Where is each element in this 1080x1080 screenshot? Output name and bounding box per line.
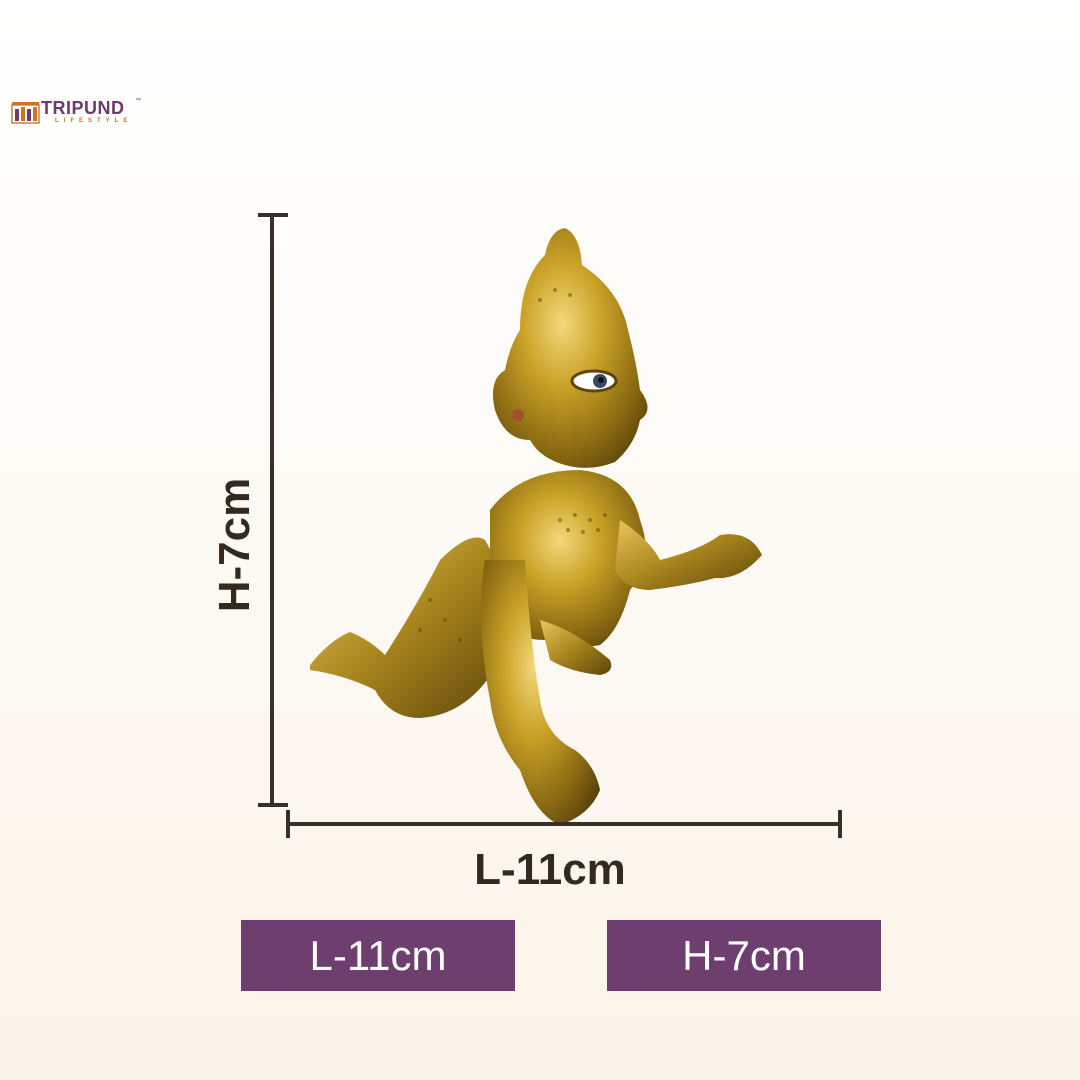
height-dimension-label: H-7cm	[210, 477, 259, 613]
logo-emblem-icon	[11, 102, 40, 124]
brand-tagline: LIFESTYLE	[55, 118, 133, 124]
brand-logo: TRIPUND ™ LIFESTYLE	[11, 98, 141, 132]
brand-name: TRIPUND	[41, 98, 125, 118]
brand-trademark: ™	[135, 98, 141, 104]
length-badge: L-11cm	[241, 920, 515, 991]
length-dimension-label: L-11cm	[474, 845, 626, 894]
height-badge: H-7cm	[607, 920, 881, 991]
